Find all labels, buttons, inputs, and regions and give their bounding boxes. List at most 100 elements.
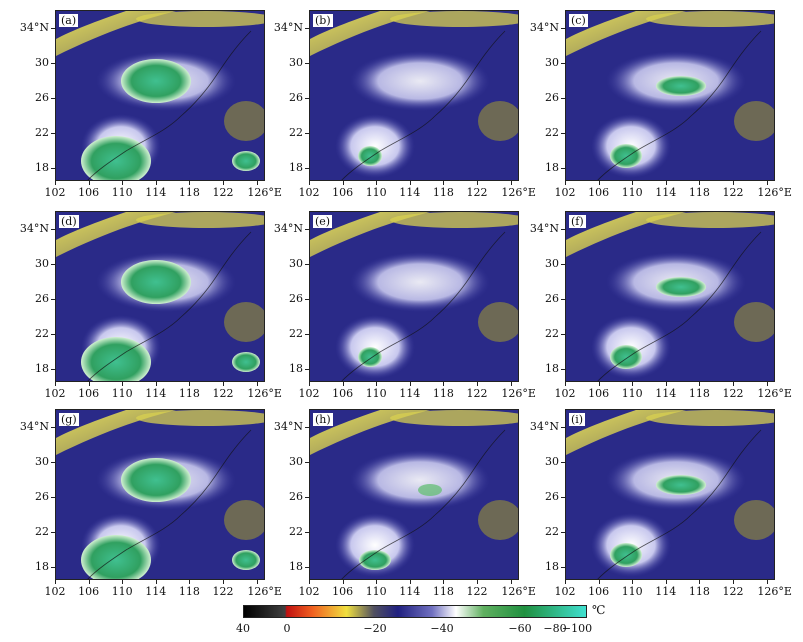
x-tick-mark bbox=[565, 181, 566, 185]
x-tick-mark bbox=[223, 580, 224, 584]
x-tick-label: 110 bbox=[111, 387, 133, 400]
x-tick-label: 102 bbox=[554, 585, 576, 598]
x-tick-mark bbox=[122, 382, 124, 386]
x-tick-label: 126°E bbox=[247, 387, 282, 400]
x-tick-mark bbox=[477, 580, 478, 584]
x-tick-label: 114 bbox=[399, 585, 421, 598]
y-tick-label: 30 bbox=[35, 454, 49, 468]
x-tick-label: 126°E bbox=[501, 186, 536, 199]
x-tick-label: 110 bbox=[111, 186, 133, 199]
y-tick-label: 18 bbox=[35, 160, 49, 174]
x-tick-label: 106 bbox=[588, 585, 610, 598]
y-tick-mark bbox=[561, 298, 565, 300]
x-tick-mark bbox=[477, 181, 478, 185]
colorbar-tick-label: −100 bbox=[561, 622, 593, 635]
y-tick-label: 26 bbox=[545, 489, 559, 503]
colorbar-unit: ℃ bbox=[592, 603, 606, 617]
x-tick-label: 110 bbox=[621, 387, 643, 400]
y-tick-label: 18 bbox=[35, 559, 49, 573]
panel-label: (a) bbox=[59, 14, 79, 27]
y-tick-mark bbox=[305, 496, 309, 498]
y-tick-label: 34°N bbox=[529, 419, 559, 433]
x-tick-mark bbox=[443, 181, 445, 185]
y-tick-mark bbox=[561, 263, 565, 265]
map-panel: (d) bbox=[55, 211, 265, 382]
x-tick-mark bbox=[256, 181, 258, 185]
y-tick-label: 34°N bbox=[19, 221, 49, 235]
y-tick-mark bbox=[305, 132, 309, 134]
x-tick-mark bbox=[55, 181, 56, 185]
x-tick-label: 102 bbox=[44, 387, 66, 400]
x-tick-label: 122 bbox=[722, 585, 744, 598]
x-tick-label: 126°E bbox=[757, 585, 792, 598]
x-tick-mark bbox=[189, 382, 191, 386]
map-panel: (b) bbox=[309, 10, 519, 181]
x-tick-label: 106 bbox=[332, 186, 354, 199]
x-tick-mark bbox=[342, 382, 344, 386]
y-tick-label: 18 bbox=[545, 160, 559, 174]
y-tick-label: 30 bbox=[289, 256, 303, 270]
y-tick-mark bbox=[305, 228, 309, 230]
y-tick-mark bbox=[561, 132, 565, 134]
x-tick-mark bbox=[733, 181, 734, 185]
x-tick-label: 106 bbox=[78, 186, 100, 199]
x-tick-mark bbox=[88, 181, 90, 185]
colorbar-tick-label: 0 bbox=[283, 622, 291, 635]
y-tick-mark bbox=[561, 62, 565, 64]
x-tick-mark bbox=[409, 580, 411, 584]
colorbar-tick-label: −20 bbox=[363, 622, 387, 635]
x-tick-mark bbox=[665, 580, 667, 584]
panel-label: (i) bbox=[569, 413, 586, 426]
x-tick-label: 114 bbox=[655, 186, 677, 199]
y-tick-mark bbox=[305, 333, 309, 335]
x-tick-label: 114 bbox=[145, 186, 167, 199]
x-tick-mark bbox=[189, 580, 191, 584]
panel-label: (c) bbox=[569, 14, 588, 27]
y-tick-mark bbox=[561, 426, 565, 428]
x-tick-mark bbox=[632, 382, 634, 386]
colorbar-tick-label: −40 bbox=[430, 622, 454, 635]
y-tick-mark bbox=[305, 461, 309, 463]
y-tick-mark bbox=[561, 27, 565, 29]
x-tick-label: 118 bbox=[688, 585, 710, 598]
y-tick-label: 22 bbox=[289, 125, 303, 139]
y-tick-mark bbox=[51, 461, 55, 463]
x-tick-label: 106 bbox=[78, 585, 100, 598]
colorbar-gradient bbox=[244, 606, 586, 617]
y-tick-label: 26 bbox=[545, 90, 559, 104]
x-tick-label: 122 bbox=[212, 186, 234, 199]
y-tick-label: 34°N bbox=[19, 20, 49, 34]
panel-label: (d) bbox=[59, 215, 79, 228]
x-tick-mark bbox=[55, 382, 56, 386]
x-tick-mark bbox=[256, 382, 258, 386]
x-tick-mark bbox=[665, 181, 667, 185]
x-tick-mark bbox=[409, 382, 411, 386]
y-tick-label: 30 bbox=[35, 55, 49, 69]
x-tick-mark bbox=[699, 382, 701, 386]
x-tick-mark bbox=[443, 382, 445, 386]
x-tick-label: 102 bbox=[44, 585, 66, 598]
y-tick-label: 30 bbox=[289, 55, 303, 69]
y-tick-mark bbox=[305, 62, 309, 64]
y-tick-label: 18 bbox=[545, 361, 559, 375]
panel-label: (g) bbox=[59, 413, 79, 426]
x-tick-label: 118 bbox=[432, 387, 454, 400]
x-tick-mark bbox=[309, 181, 310, 185]
y-tick-mark bbox=[51, 496, 55, 498]
y-tick-label: 34°N bbox=[529, 20, 559, 34]
x-tick-label: 106 bbox=[332, 387, 354, 400]
y-tick-label: 22 bbox=[289, 524, 303, 538]
y-tick-mark bbox=[561, 167, 565, 169]
panel-label: (f) bbox=[569, 215, 586, 228]
x-tick-mark bbox=[598, 580, 600, 584]
x-tick-mark bbox=[88, 382, 90, 386]
y-tick-mark bbox=[561, 531, 565, 533]
x-tick-label: 126°E bbox=[247, 585, 282, 598]
x-tick-mark bbox=[477, 382, 478, 386]
y-tick-mark bbox=[561, 461, 565, 463]
x-tick-mark bbox=[565, 382, 566, 386]
y-tick-mark bbox=[305, 531, 309, 533]
x-tick-label: 114 bbox=[399, 186, 421, 199]
x-tick-mark bbox=[699, 181, 701, 185]
map-panel: (a) bbox=[55, 10, 265, 181]
